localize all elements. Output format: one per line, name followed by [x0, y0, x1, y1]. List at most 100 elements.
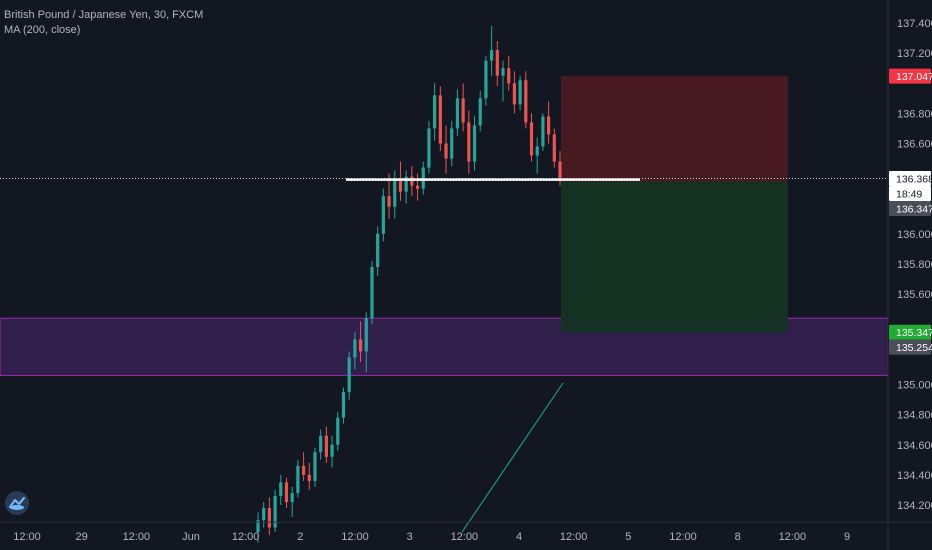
price-badge: 136.347: [889, 200, 932, 216]
candle-body: [541, 116, 545, 147]
tradingview-logo-icon[interactable]: [5, 491, 29, 515]
stop-loss-zone: [561, 76, 788, 182]
candle: [472, 116, 477, 171]
candle: [324, 426, 328, 463]
candle-body: [398, 181, 403, 192]
candle: [370, 260, 374, 325]
candle-body: [381, 196, 385, 234]
candle: [552, 128, 556, 168]
candle: [330, 435, 334, 468]
price-badge-label: 136.368: [896, 173, 932, 185]
indicator-label[interactable]: MA (200, close): [4, 24, 81, 36]
price-tick-label: 134.400: [897, 470, 932, 482]
candle-body: [444, 143, 448, 159]
candle: [547, 101, 551, 144]
time-tick-label: Jun: [182, 531, 200, 543]
candle-body: [284, 482, 289, 502]
candle-body: [290, 492, 294, 502]
candle-body: [461, 98, 465, 123]
candle: [273, 489, 277, 533]
candle-body: [427, 128, 431, 168]
candle-body: [296, 465, 300, 493]
price-badge-bg: [889, 185, 931, 201]
candle-body: [364, 318, 368, 352]
candle: [455, 89, 460, 136]
price-badge-label: 18:49: [896, 188, 922, 200]
candle: [336, 411, 340, 451]
candle-body: [370, 267, 374, 319]
price-badge: 137.047: [889, 68, 932, 84]
candle: [341, 387, 346, 424]
candle: [404, 170, 408, 204]
time-tick-label: 12:00: [779, 531, 807, 543]
price-badge: 18:49: [889, 185, 931, 201]
time-tick-label: 12:00: [451, 531, 479, 543]
candle: [381, 188, 385, 242]
candle: [284, 477, 289, 509]
candle: [376, 226, 380, 277]
time-tick-label: 12:00: [123, 531, 151, 543]
candle: [450, 120, 454, 167]
time-tick-label: 12:00: [341, 531, 369, 543]
candle-body: [393, 181, 397, 207]
price-badge-bg: [889, 339, 931, 355]
price-badge-bg: [889, 200, 931, 216]
candle-body: [501, 68, 505, 76]
moving-average-line: [461, 382, 564, 533]
price-badge: 136.368: [889, 170, 932, 186]
symbol-title[interactable]: British Pound / Japanese Yen, 30, FXCM: [4, 9, 204, 21]
candle: [267, 497, 271, 536]
candle-body: [512, 83, 517, 105]
candle-body: [484, 60, 488, 99]
candle-body: [256, 520, 260, 533]
candle-body: [433, 95, 437, 129]
price-tick-label: 134.600: [897, 440, 932, 452]
candle: [313, 447, 317, 487]
candle-body: [273, 495, 277, 528]
candle-body: [529, 122, 534, 156]
candle: [358, 321, 363, 362]
candle-body: [472, 125, 477, 162]
candle: [484, 56, 488, 106]
candle: [467, 110, 471, 174]
candle-body: [279, 482, 283, 496]
candle: [262, 501, 266, 528]
candle: [290, 486, 294, 518]
price-badge: 135.347: [889, 324, 932, 340]
candle: [433, 83, 437, 141]
candle-body: [330, 444, 334, 457]
price-badge-bg: [889, 324, 931, 340]
candle: [444, 125, 448, 174]
candle-body: [438, 95, 442, 144]
time-tick-label: 8: [735, 531, 741, 543]
candle: [398, 161, 403, 201]
candle: [495, 41, 499, 87]
candle-body: [307, 474, 311, 481]
candle: [535, 137, 539, 174]
price-badge-bg: [889, 68, 931, 84]
time-tick-label: 3: [407, 531, 413, 543]
candle-body: [313, 452, 317, 481]
time-tick-label: 12:00: [669, 531, 697, 543]
price-badge: 135.254: [889, 339, 932, 355]
price-tick-label: 136.800: [897, 108, 932, 120]
candle: [387, 173, 391, 219]
candle-body: [404, 176, 408, 192]
candle: [410, 166, 414, 197]
candle-body: [524, 80, 528, 123]
candle-body: [353, 339, 357, 358]
candle-body: [341, 392, 346, 418]
time-tick-label: 12:00: [13, 531, 41, 543]
candle: [529, 113, 534, 162]
candle-body: [558, 161, 562, 180]
candle: [461, 83, 465, 132]
candle-body: [410, 176, 414, 186]
candle: [347, 351, 351, 400]
candle: [490, 26, 494, 76]
candle: [438, 86, 442, 152]
candle: [507, 56, 511, 91]
price-tick-label: 135.600: [897, 289, 932, 301]
